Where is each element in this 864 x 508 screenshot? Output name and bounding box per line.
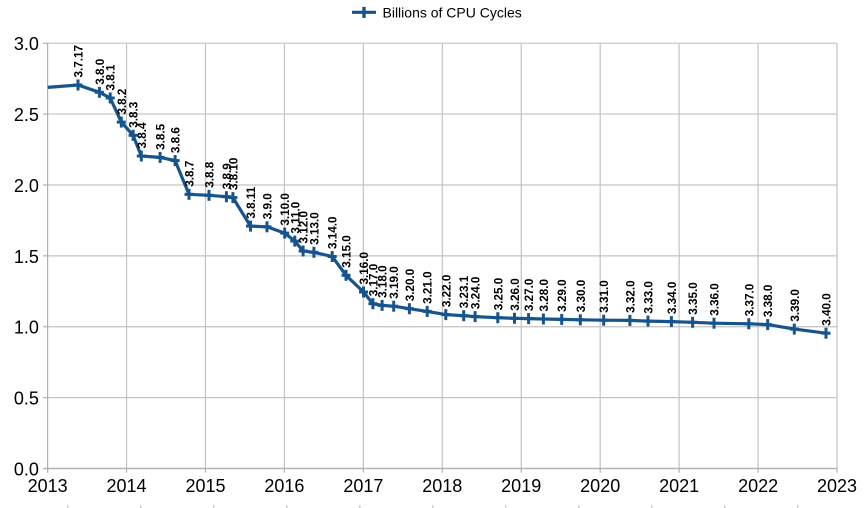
svg-text:3.12.0: 3.12.0 <box>298 211 311 244</box>
svg-text:3.21.0: 3.21.0 <box>422 271 435 304</box>
svg-text:3.16.0: 3.16.0 <box>358 252 371 285</box>
svg-text:2022: 2022 <box>738 476 778 496</box>
svg-text:3.22.0: 3.22.0 <box>440 274 453 307</box>
svg-text:2021: 2021 <box>659 476 699 496</box>
svg-text:3.39.0: 3.39.0 <box>789 289 802 322</box>
svg-text:3.28.0: 3.28.0 <box>538 279 551 312</box>
svg-text:3.33.0: 3.33.0 <box>643 281 656 314</box>
svg-text:3.29.0: 3.29.0 <box>556 279 569 312</box>
svg-text:2015: 2015 <box>185 476 225 496</box>
svg-text:3.11.0: 3.11.0 <box>289 201 302 233</box>
svg-text:3.8.3: 3.8.3 <box>128 101 141 127</box>
svg-text:2018: 2018 <box>422 476 462 496</box>
svg-text:1.5: 1.5 <box>14 247 39 267</box>
svg-text:3.8.2: 3.8.2 <box>116 88 129 114</box>
svg-text:2016: 2016 <box>264 476 304 496</box>
svg-text:3.8.11: 3.8.11 <box>245 186 258 218</box>
svg-text:3.38.0: 3.38.0 <box>762 284 775 317</box>
svg-text:3.27.0: 3.27.0 <box>523 278 536 311</box>
svg-text:3.0: 3.0 <box>14 34 39 54</box>
svg-text:3.30.0: 3.30.0 <box>575 279 588 312</box>
svg-text:3.24.0: 3.24.0 <box>470 276 483 309</box>
svg-text:2014: 2014 <box>106 476 146 496</box>
svg-text:3.8.9: 3.8.9 <box>221 163 234 189</box>
svg-text:3.8.5: 3.8.5 <box>155 123 168 149</box>
svg-text:3.15.0: 3.15.0 <box>341 235 354 268</box>
svg-text:3.8.4: 3.8.4 <box>136 122 149 148</box>
svg-text:3.8.8: 3.8.8 <box>204 161 217 187</box>
svg-text:2013: 2013 <box>28 476 68 496</box>
svg-text:2023: 2023 <box>817 476 857 496</box>
svg-text:3.8.6: 3.8.6 <box>170 127 183 153</box>
svg-text:2.5: 2.5 <box>14 105 39 125</box>
svg-text:2019: 2019 <box>501 476 541 496</box>
svg-text:3.34.0: 3.34.0 <box>666 281 679 314</box>
svg-text:3.26.0: 3.26.0 <box>509 278 522 311</box>
svg-text:3.8.10: 3.8.10 <box>227 157 240 190</box>
svg-text:0.5: 0.5 <box>14 389 39 409</box>
svg-text:1.0: 1.0 <box>14 318 39 338</box>
svg-text:3.31.0: 3.31.0 <box>598 280 611 313</box>
svg-text:3.10.0: 3.10.0 <box>279 193 292 226</box>
svg-text:3.17.0: 3.17.0 <box>367 263 380 296</box>
svg-text:3.23.1: 3.23.1 <box>458 275 471 308</box>
svg-text:3.8.1: 3.8.1 <box>105 64 118 90</box>
svg-text:3.18.0: 3.18.0 <box>377 265 390 298</box>
svg-text:3.20.0: 3.20.0 <box>404 268 417 301</box>
svg-text:3.14.0: 3.14.0 <box>327 216 340 249</box>
svg-text:3.19.0: 3.19.0 <box>388 266 401 299</box>
svg-text:3.36.0: 3.36.0 <box>709 283 722 316</box>
svg-text:3.35.0: 3.35.0 <box>687 282 700 315</box>
svg-text:2.0: 2.0 <box>14 176 39 196</box>
svg-text:3.8.0: 3.8.0 <box>94 58 107 84</box>
svg-text:3.8.7: 3.8.7 <box>184 161 197 187</box>
svg-text:3.25.0: 3.25.0 <box>492 277 505 310</box>
svg-text:3.40.0: 3.40.0 <box>821 293 834 326</box>
svg-text:3.32.0: 3.32.0 <box>624 280 637 313</box>
svg-text:Billions of CPU Cycles: Billions of CPU Cycles <box>383 5 522 21</box>
svg-text:3.37.0: 3.37.0 <box>743 283 756 316</box>
svg-text:0.0: 0.0 <box>14 459 39 479</box>
svg-text:3.7.17: 3.7.17 <box>73 45 86 78</box>
svg-text:2020: 2020 <box>580 476 620 496</box>
svg-text:2017: 2017 <box>343 476 383 496</box>
svg-text:3.9.0: 3.9.0 <box>262 193 275 219</box>
svg-text:3.13.0: 3.13.0 <box>308 212 321 245</box>
